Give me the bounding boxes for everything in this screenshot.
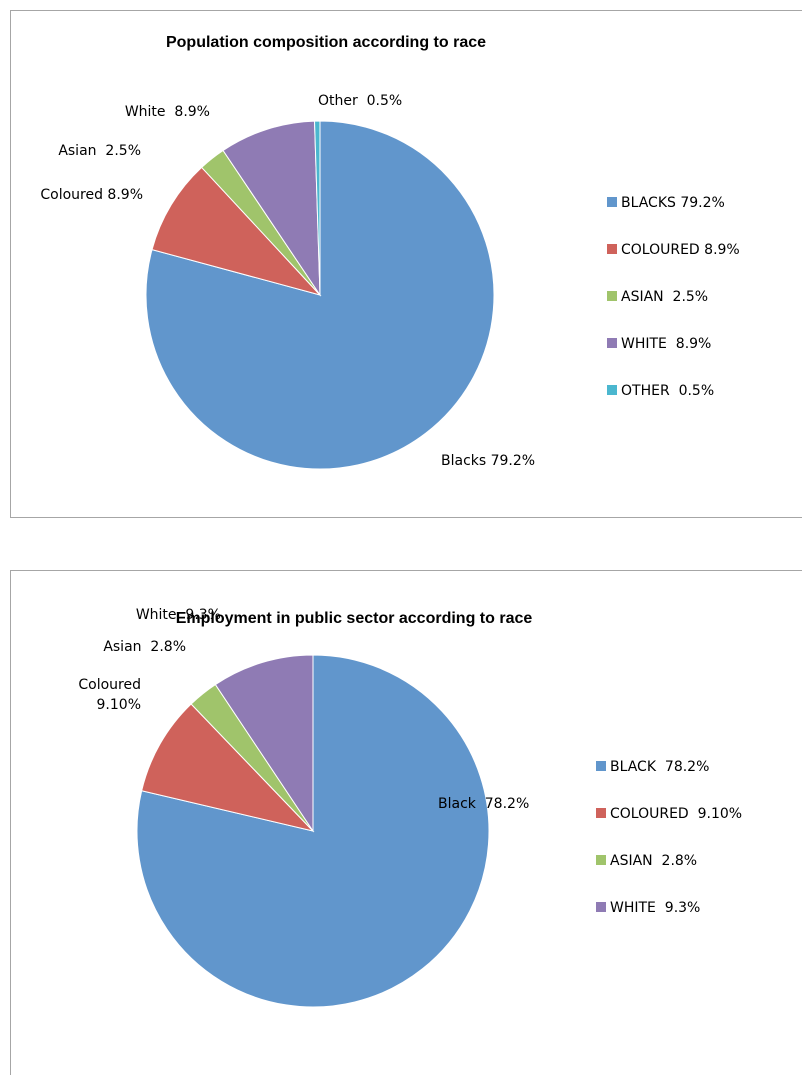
legend-label: BLACK 78.2% [610,759,709,775]
data-label: White 8.9% [125,104,210,120]
pie-slice [314,120,321,296]
legend-swatch [607,338,617,348]
legend-swatch [596,902,606,912]
legend-label: COLOURED 8.9% [621,242,740,258]
employment-chart-frame: Employment in public sector according to… [10,570,802,1075]
legend-item: ASIAN 2.5% [607,289,708,305]
data-label: Other 0.5% [318,93,402,109]
pie-slices [136,654,490,1008]
legend-swatch [596,855,606,865]
data-label: Asian 2.8% [103,639,186,655]
legend-item: BLACK 78.2% [596,759,709,775]
legend-swatch [607,291,617,301]
population-chart-frame: Population composition according to race… [10,10,802,518]
legend-item: COLOURED 8.9% [607,242,740,258]
legend-item: WHITE 9.3% [596,900,700,916]
pie-slice [214,654,314,833]
data-labels: Blacks 79.2% Coloured 8.9% Asian 2.5% White… [40,93,535,469]
legend-label: WHITE 8.9% [621,336,711,352]
legend-item: WHITE 8.9% [607,336,711,352]
legend-swatch [596,808,606,818]
pie-slices [145,120,495,470]
legend: BLACKS 79.2% COLOURED 8.9% ASIAN 2.5% WHITE… [607,195,740,399]
legend-label: OTHER 0.5% [621,383,714,399]
pie-slice [222,120,321,297]
data-label: Black 78.2% [438,796,529,812]
legend-swatch [607,197,617,207]
legend-label: WHITE 9.3% [610,900,700,916]
legend: BLACK 78.2% COLOURED 9.10% ASIAN 2.8% WHITE… [596,759,742,916]
legend-item: COLOURED 9.10% [596,806,742,822]
legend-item: ASIAN 2.8% [596,853,697,869]
employment-pie-chart: Employment in public sector according to… [78,607,742,1008]
legend-label: COLOURED 9.10% [610,806,742,822]
data-label: Blacks 79.2% [441,453,535,469]
legend-label: BLACKS 79.2% [621,195,725,211]
chart-title: Employment in public sector according to… [176,610,533,627]
chart-title: Population composition according to race [166,34,486,51]
population-pie-chart: Population composition according to race… [40,34,740,470]
data-label: White 9.3% [136,607,221,623]
data-label: Coloured 8.9% [40,187,143,203]
legend-swatch [596,761,606,771]
legend-item: OTHER 0.5% [607,383,714,399]
pie-slice [151,166,322,296]
legend-item: BLACKS 79.2% [607,195,725,211]
data-label: Asian 2.5% [58,143,141,159]
legend-label: ASIAN 2.8% [610,853,697,869]
pie-slice [141,703,315,832]
legend-label: ASIAN 2.5% [621,289,708,305]
legend-swatch [607,385,617,395]
data-labels: Black 78.2% Coloured 9.10% Asian 2.8% White … [78,607,529,812]
legend-swatch [607,244,617,254]
data-label: Coloured 9.10% [78,677,141,713]
